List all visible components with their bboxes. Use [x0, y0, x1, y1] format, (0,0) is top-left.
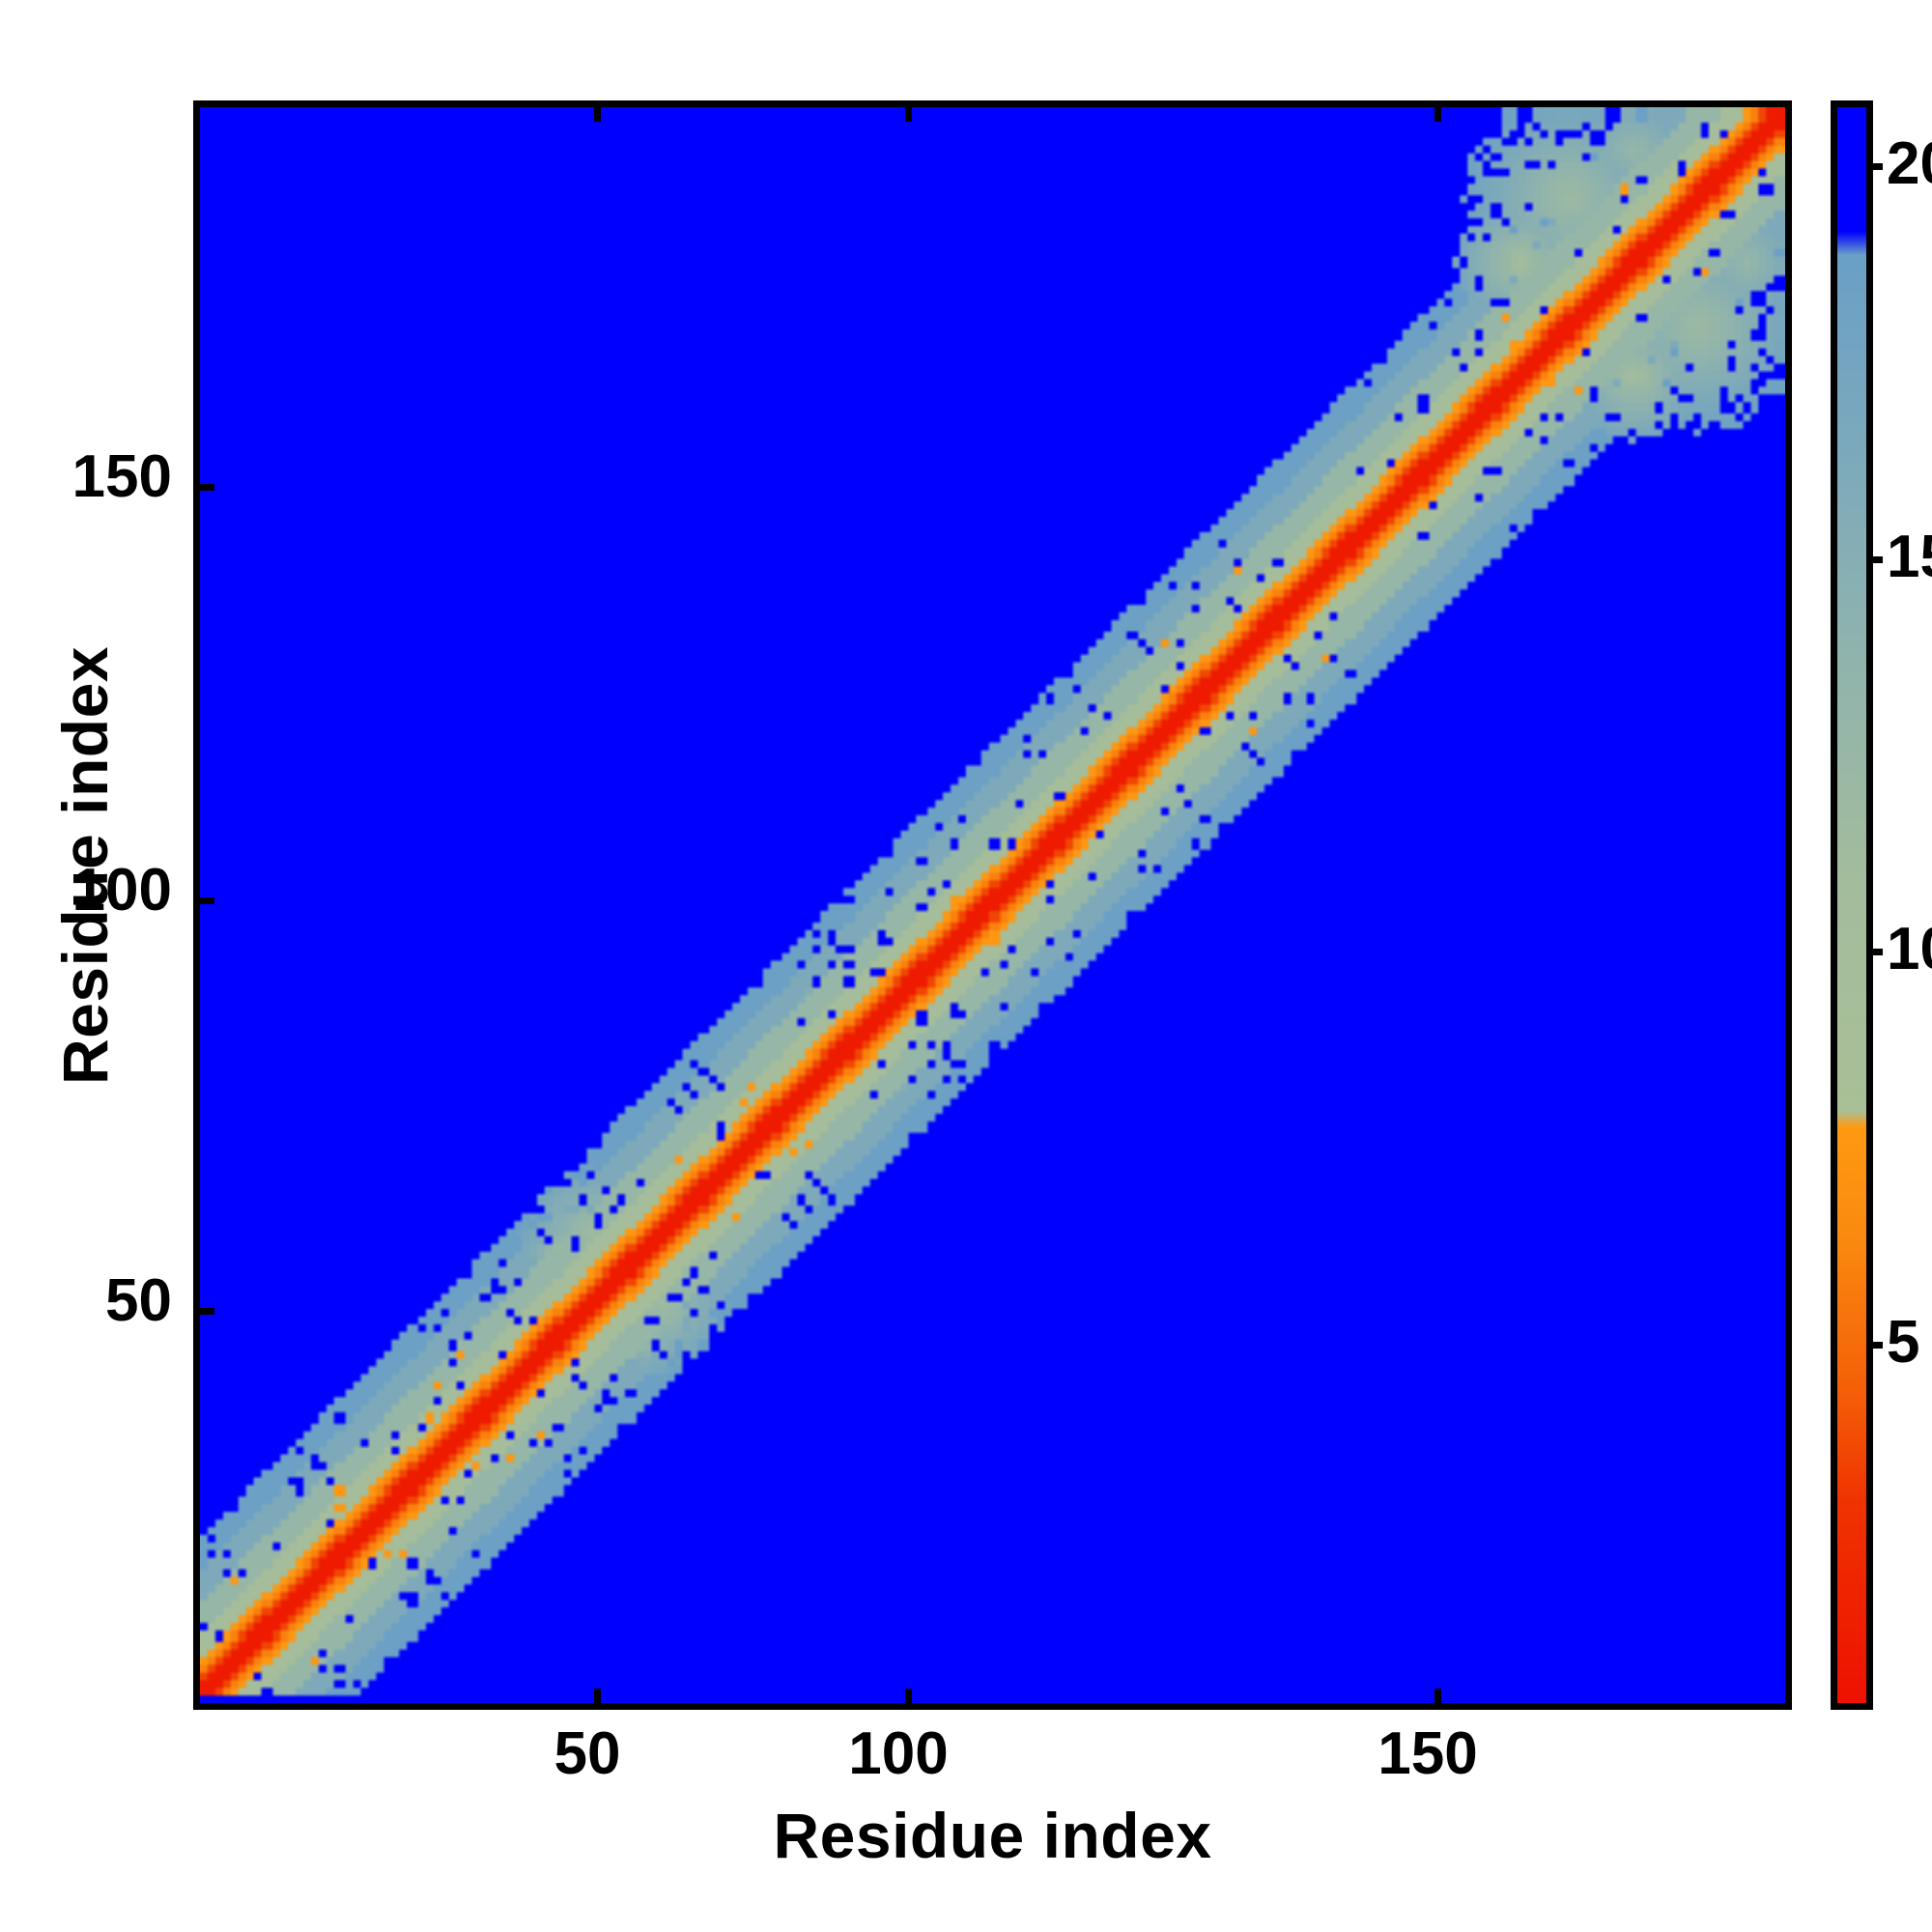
y-tick-mark-150 — [199, 484, 214, 491]
x-axis-title: Residue index — [773, 1800, 1212, 1871]
colorbar-tick-mark-5 — [1866, 1342, 1883, 1349]
heatmap-plot-area[interactable] — [193, 100, 1792, 1710]
colorbar-tick-mark-10 — [1866, 949, 1883, 955]
colorbar-gradient-frame — [1831, 100, 1873, 1710]
x-tick-label-150: 150 — [1378, 1720, 1478, 1787]
x-tick-label-50: 50 — [554, 1720, 621, 1787]
colorbar-tick-mark-15 — [1866, 556, 1883, 563]
x-top-tick-mark-150 — [1435, 106, 1441, 122]
x-top-tick-mark-100 — [905, 106, 912, 122]
colorbar-tick-label-20: 20 — [1887, 130, 1932, 197]
distance-map-heatmap — [200, 107, 1785, 1703]
x-tick-mark-150 — [1435, 1689, 1441, 1704]
colorbar[interactable]: 20 15 10 5 — [1831, 100, 1932, 1710]
colorbar-tick-mark-20 — [1866, 163, 1883, 170]
y-tick-mark-50 — [199, 1308, 214, 1315]
colorbar-tick-label-10: 10 — [1887, 916, 1932, 982]
y-tick-label-100: 100 — [71, 857, 172, 923]
colorbar-tick-label-5: 5 — [1887, 1309, 1920, 1376]
y-axis-title: Residue index — [49, 646, 121, 1085]
y-tick-label-150: 150 — [71, 443, 172, 510]
x-top-tick-mark-50 — [594, 106, 601, 122]
colorbar-tick-label-15: 15 — [1887, 524, 1932, 590]
y-tick-label-50: 50 — [105, 1267, 172, 1334]
colorbar-gradient — [1837, 107, 1866, 1703]
x-tick-label-100: 100 — [848, 1720, 949, 1787]
x-tick-mark-50 — [594, 1689, 601, 1704]
x-tick-mark-100 — [905, 1689, 912, 1704]
y-tick-mark-100 — [199, 897, 214, 904]
